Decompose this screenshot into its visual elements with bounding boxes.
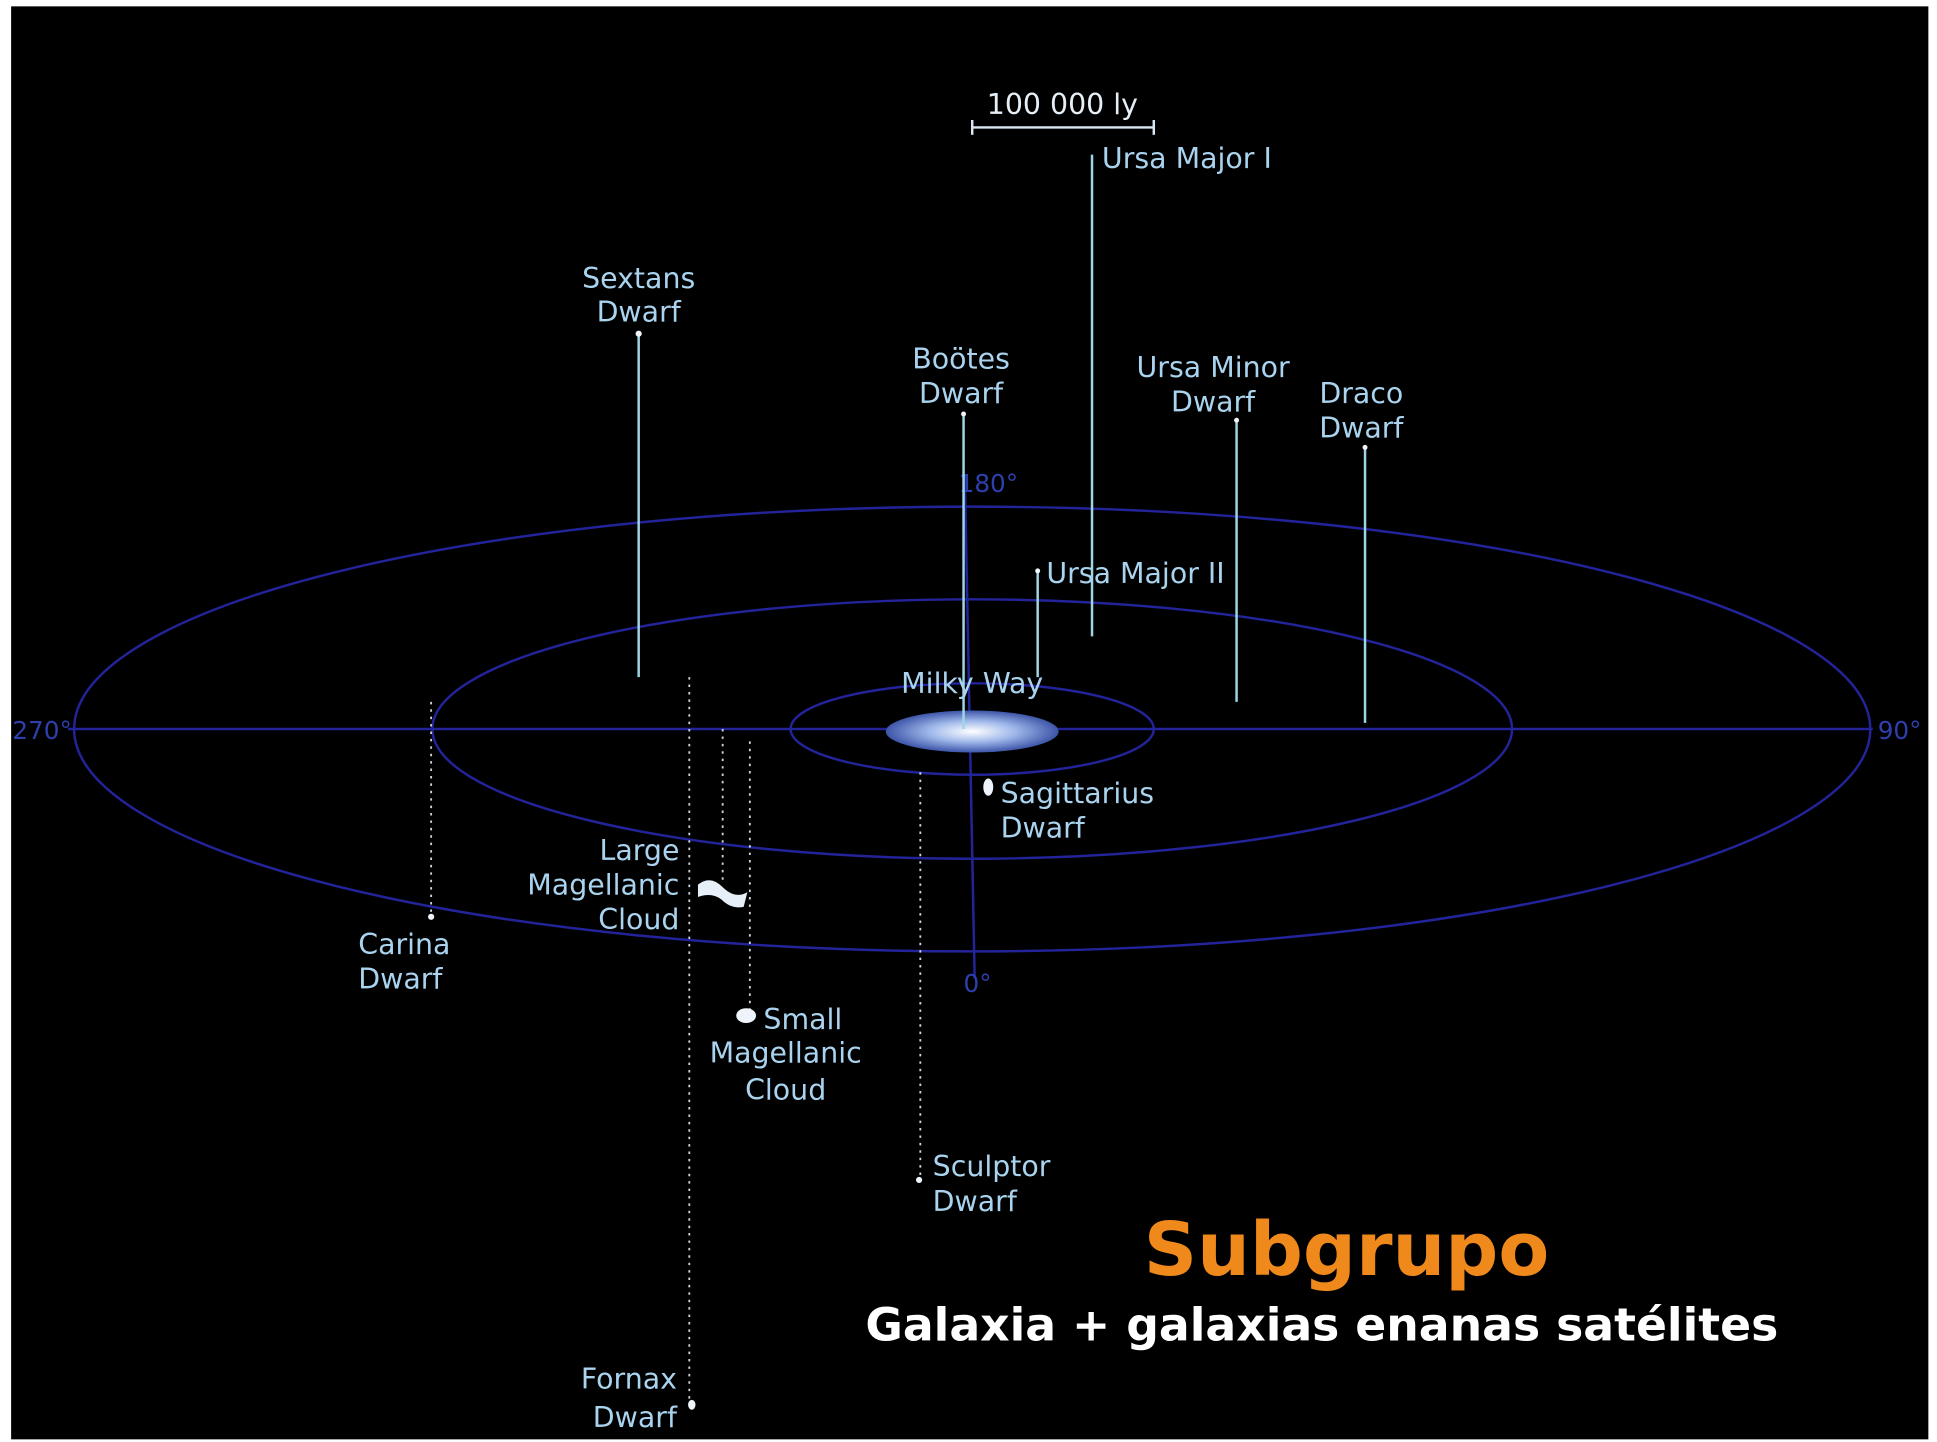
object-label: Dwarf (1171, 386, 1256, 419)
galaxy-dot (915, 1176, 923, 1184)
object-label: Dwarf (919, 377, 1004, 410)
object-label: Dwarf (597, 295, 682, 328)
galaxy-dot (983, 778, 994, 796)
subtitle: Galaxia + galaxias enanas satélites (865, 1299, 1778, 1352)
object-label: Magellanic (710, 1037, 862, 1070)
galaxy-dot (688, 1399, 696, 1410)
galaxy-dot (635, 330, 642, 337)
angle-label: 90° (1878, 716, 1922, 745)
object-label: Magellanic (527, 869, 679, 902)
object-label: Dwarf (933, 1185, 1018, 1218)
object-label: Large (600, 834, 680, 867)
object-label: Ursa Minor (1137, 351, 1290, 384)
galaxy-dot (428, 913, 435, 920)
galaxy-dot (961, 411, 967, 417)
object-label: Ursa Major II (1046, 557, 1224, 590)
galaxy-dot (1362, 444, 1368, 450)
object-label: Draco (1319, 377, 1403, 410)
object-label: Dwarf (1319, 411, 1404, 444)
object-label: Ursa Major I (1102, 142, 1272, 175)
galaxy-dot (736, 1008, 757, 1024)
object-label: Boötes (912, 342, 1010, 375)
angle-label: 270° (12, 716, 71, 745)
object-label: Milky Way (901, 667, 1043, 700)
angle-label: 180° (959, 469, 1018, 498)
object-label: Dwarf (358, 962, 443, 995)
object-label: Sagittarius (1001, 777, 1154, 810)
galaxy-dot (1035, 568, 1041, 574)
object-label: Small (763, 1003, 842, 1036)
scale-label: 100 000 ly (987, 88, 1138, 121)
objects: Ursa Major ISextansDwarfBoötesDwarfUrsa … (358, 142, 1404, 1434)
object-label: Sculptor (933, 1150, 1051, 1183)
lmc-shape (697, 880, 748, 908)
galaxy-dot (1234, 417, 1240, 423)
object-label: Fornax (581, 1363, 677, 1396)
object-label: Cloud (745, 1074, 826, 1107)
object-label: Carina (358, 928, 450, 961)
milky-way-disk (885, 710, 1059, 753)
object-label: Dwarf (1001, 812, 1086, 845)
angle-label: 0° (964, 969, 992, 998)
object-label: Sextans (582, 262, 695, 295)
object-label: Cloud (598, 903, 679, 936)
object-label: Dwarf (593, 1401, 678, 1434)
scale-bar (970, 120, 1156, 135)
title: Subgrupo (1144, 1207, 1550, 1293)
